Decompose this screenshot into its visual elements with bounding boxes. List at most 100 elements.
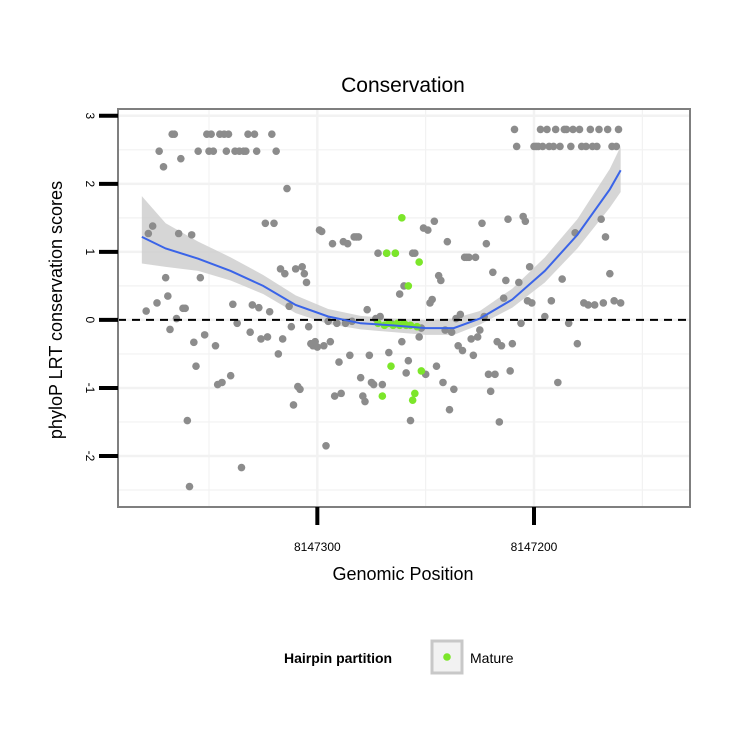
data-point: [458, 346, 467, 355]
data-point: [506, 367, 514, 375]
data-point: [257, 335, 265, 343]
data-point: [484, 370, 493, 379]
data-point: [196, 273, 205, 282]
data-point: [439, 378, 447, 387]
data-point: [183, 416, 192, 425]
x-axis-label: Genomic Position: [332, 564, 473, 584]
data-point: [142, 307, 150, 315]
data-point: [343, 239, 352, 248]
data-point: [291, 265, 300, 273]
smooth-trend-line: [141, 169, 622, 330]
data-point: [164, 292, 172, 300]
data-point: [614, 125, 623, 134]
legend-mature-dot: [443, 653, 451, 661]
data-point: [528, 299, 536, 307]
data-point: [265, 307, 274, 316]
y-tick-label: 2: [83, 180, 97, 187]
data-point: [445, 405, 454, 414]
data-point: [395, 290, 404, 298]
data-point: [326, 337, 335, 346]
y-axis-label: phyloP LRT conservation scores: [46, 181, 66, 439]
data-point: [564, 319, 573, 328]
data-point: [499, 294, 508, 302]
data-point: [606, 269, 614, 278]
data-point: [612, 142, 621, 151]
data-point: [328, 239, 337, 248]
data-point: [261, 219, 270, 228]
mature-data-point: [404, 282, 413, 290]
data-point: [402, 369, 410, 377]
data-point: [320, 341, 328, 350]
data-point: [369, 380, 378, 389]
data-point: [190, 338, 198, 347]
data-point: [510, 125, 519, 134]
data-point: [573, 339, 582, 348]
data-point: [378, 380, 387, 389]
data-point: [185, 482, 194, 491]
data-point: [177, 154, 185, 163]
data-point: [517, 319, 525, 328]
data-point: [415, 333, 423, 341]
data-point: [616, 299, 625, 307]
panel-background: [118, 109, 690, 507]
data-point: [541, 312, 549, 321]
data-point: [599, 299, 608, 307]
data-point: [218, 378, 226, 387]
data-point: [556, 142, 564, 151]
data-point: [272, 147, 280, 155]
data-point: [450, 385, 458, 394]
data-point: [525, 263, 534, 271]
data-point: [562, 125, 571, 134]
data-point: [224, 130, 233, 138]
data-point: [159, 163, 168, 171]
mature-data-point: [398, 214, 406, 222]
y-axis: -2 -1 0 1 2 3: [83, 112, 118, 462]
data-point: [337, 389, 345, 398]
data-point: [211, 341, 220, 350]
data-point: [354, 233, 363, 241]
data-point: [521, 217, 530, 226]
confidence-band: [141, 146, 621, 335]
data-point: [298, 263, 306, 271]
data-point: [281, 269, 289, 278]
data-point: [296, 385, 304, 394]
gridlines: [118, 109, 690, 507]
other-points: [142, 125, 625, 491]
mature-data-point: [387, 362, 395, 370]
data-point: [476, 326, 484, 334]
data-point: [508, 339, 517, 348]
y-tick-label: -1: [83, 383, 97, 394]
data-point: [304, 322, 313, 331]
data-point: [471, 253, 480, 262]
data-point: [430, 217, 439, 226]
data-point: [558, 275, 566, 283]
data-point: [486, 387, 495, 396]
data-point: [144, 229, 153, 238]
data-point: [538, 142, 547, 151]
data-point: [172, 314, 181, 323]
data-point: [502, 276, 510, 285]
data-point: [330, 392, 339, 400]
data-point: [285, 302, 293, 311]
data-point: [504, 215, 512, 224]
data-point: [569, 125, 577, 134]
data-point: [482, 239, 491, 248]
data-point: [549, 142, 558, 151]
data-point: [170, 130, 179, 138]
data-point: [584, 301, 592, 309]
data-point: [166, 325, 174, 334]
data-point: [404, 356, 413, 365]
data-point: [317, 227, 326, 236]
data-point: [192, 362, 200, 370]
data-point: [575, 125, 584, 134]
data-point: [376, 312, 384, 321]
data-point: [174, 229, 183, 238]
data-point: [263, 333, 272, 341]
data-point: [497, 341, 506, 350]
panel-border: [117, 108, 691, 508]
data-point: [289, 401, 298, 409]
data-point: [274, 350, 283, 358]
data-point: [246, 328, 254, 336]
data-point: [363, 305, 371, 314]
